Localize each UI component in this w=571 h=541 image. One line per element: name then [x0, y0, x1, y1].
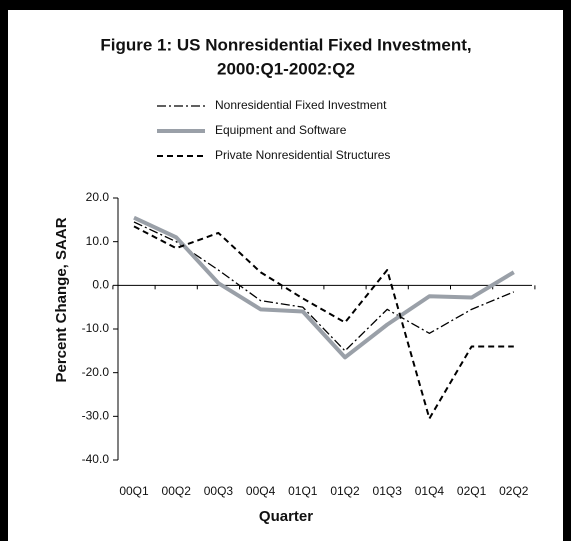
y-tick-label: 0.0 [92, 278, 109, 292]
y-tick-label: -20.0 [82, 365, 110, 379]
y-tick-label: 10.0 [86, 234, 110, 248]
chart-title: Figure 1: US Nonresidential Fixed Invest… [100, 35, 471, 54]
y-tick-label: 20.0 [86, 190, 110, 204]
x-tick-label: 02Q2 [499, 484, 529, 498]
x-tick-label: 01Q3 [373, 484, 403, 498]
y-axis-label: Percent Change, SAAR [53, 217, 70, 382]
x-tick-label: 00Q3 [204, 484, 234, 498]
x-tick-label: 01Q4 [415, 484, 445, 498]
y-tick-label: -10.0 [82, 321, 110, 335]
x-tick-label: 01Q1 [288, 484, 318, 498]
x-axis-label: Quarter [259, 508, 313, 525]
chart-title: 2000:Q1-2002:Q2 [217, 59, 355, 78]
x-tick-label: 01Q2 [330, 484, 360, 498]
y-tick-label: -40.0 [82, 452, 110, 466]
legend-label: Equipment and Software [215, 123, 347, 137]
x-tick-label: 02Q1 [457, 484, 487, 498]
x-tick-label: 00Q2 [162, 484, 192, 498]
series-line [133, 221, 515, 352]
frame-top [0, 0, 571, 10]
frame-right [563, 0, 571, 541]
x-tick-label: 00Q4 [246, 484, 276, 498]
legend-label: Nonresidential Fixed Investment [215, 98, 387, 112]
series-line [133, 225, 514, 420]
frame-left [0, 0, 8, 541]
y-tick-label: -30.0 [82, 409, 110, 423]
legend-label: Private Nonresidential Structures [215, 148, 390, 162]
series-line [133, 215, 515, 360]
x-tick-label: 00Q1 [119, 484, 149, 498]
